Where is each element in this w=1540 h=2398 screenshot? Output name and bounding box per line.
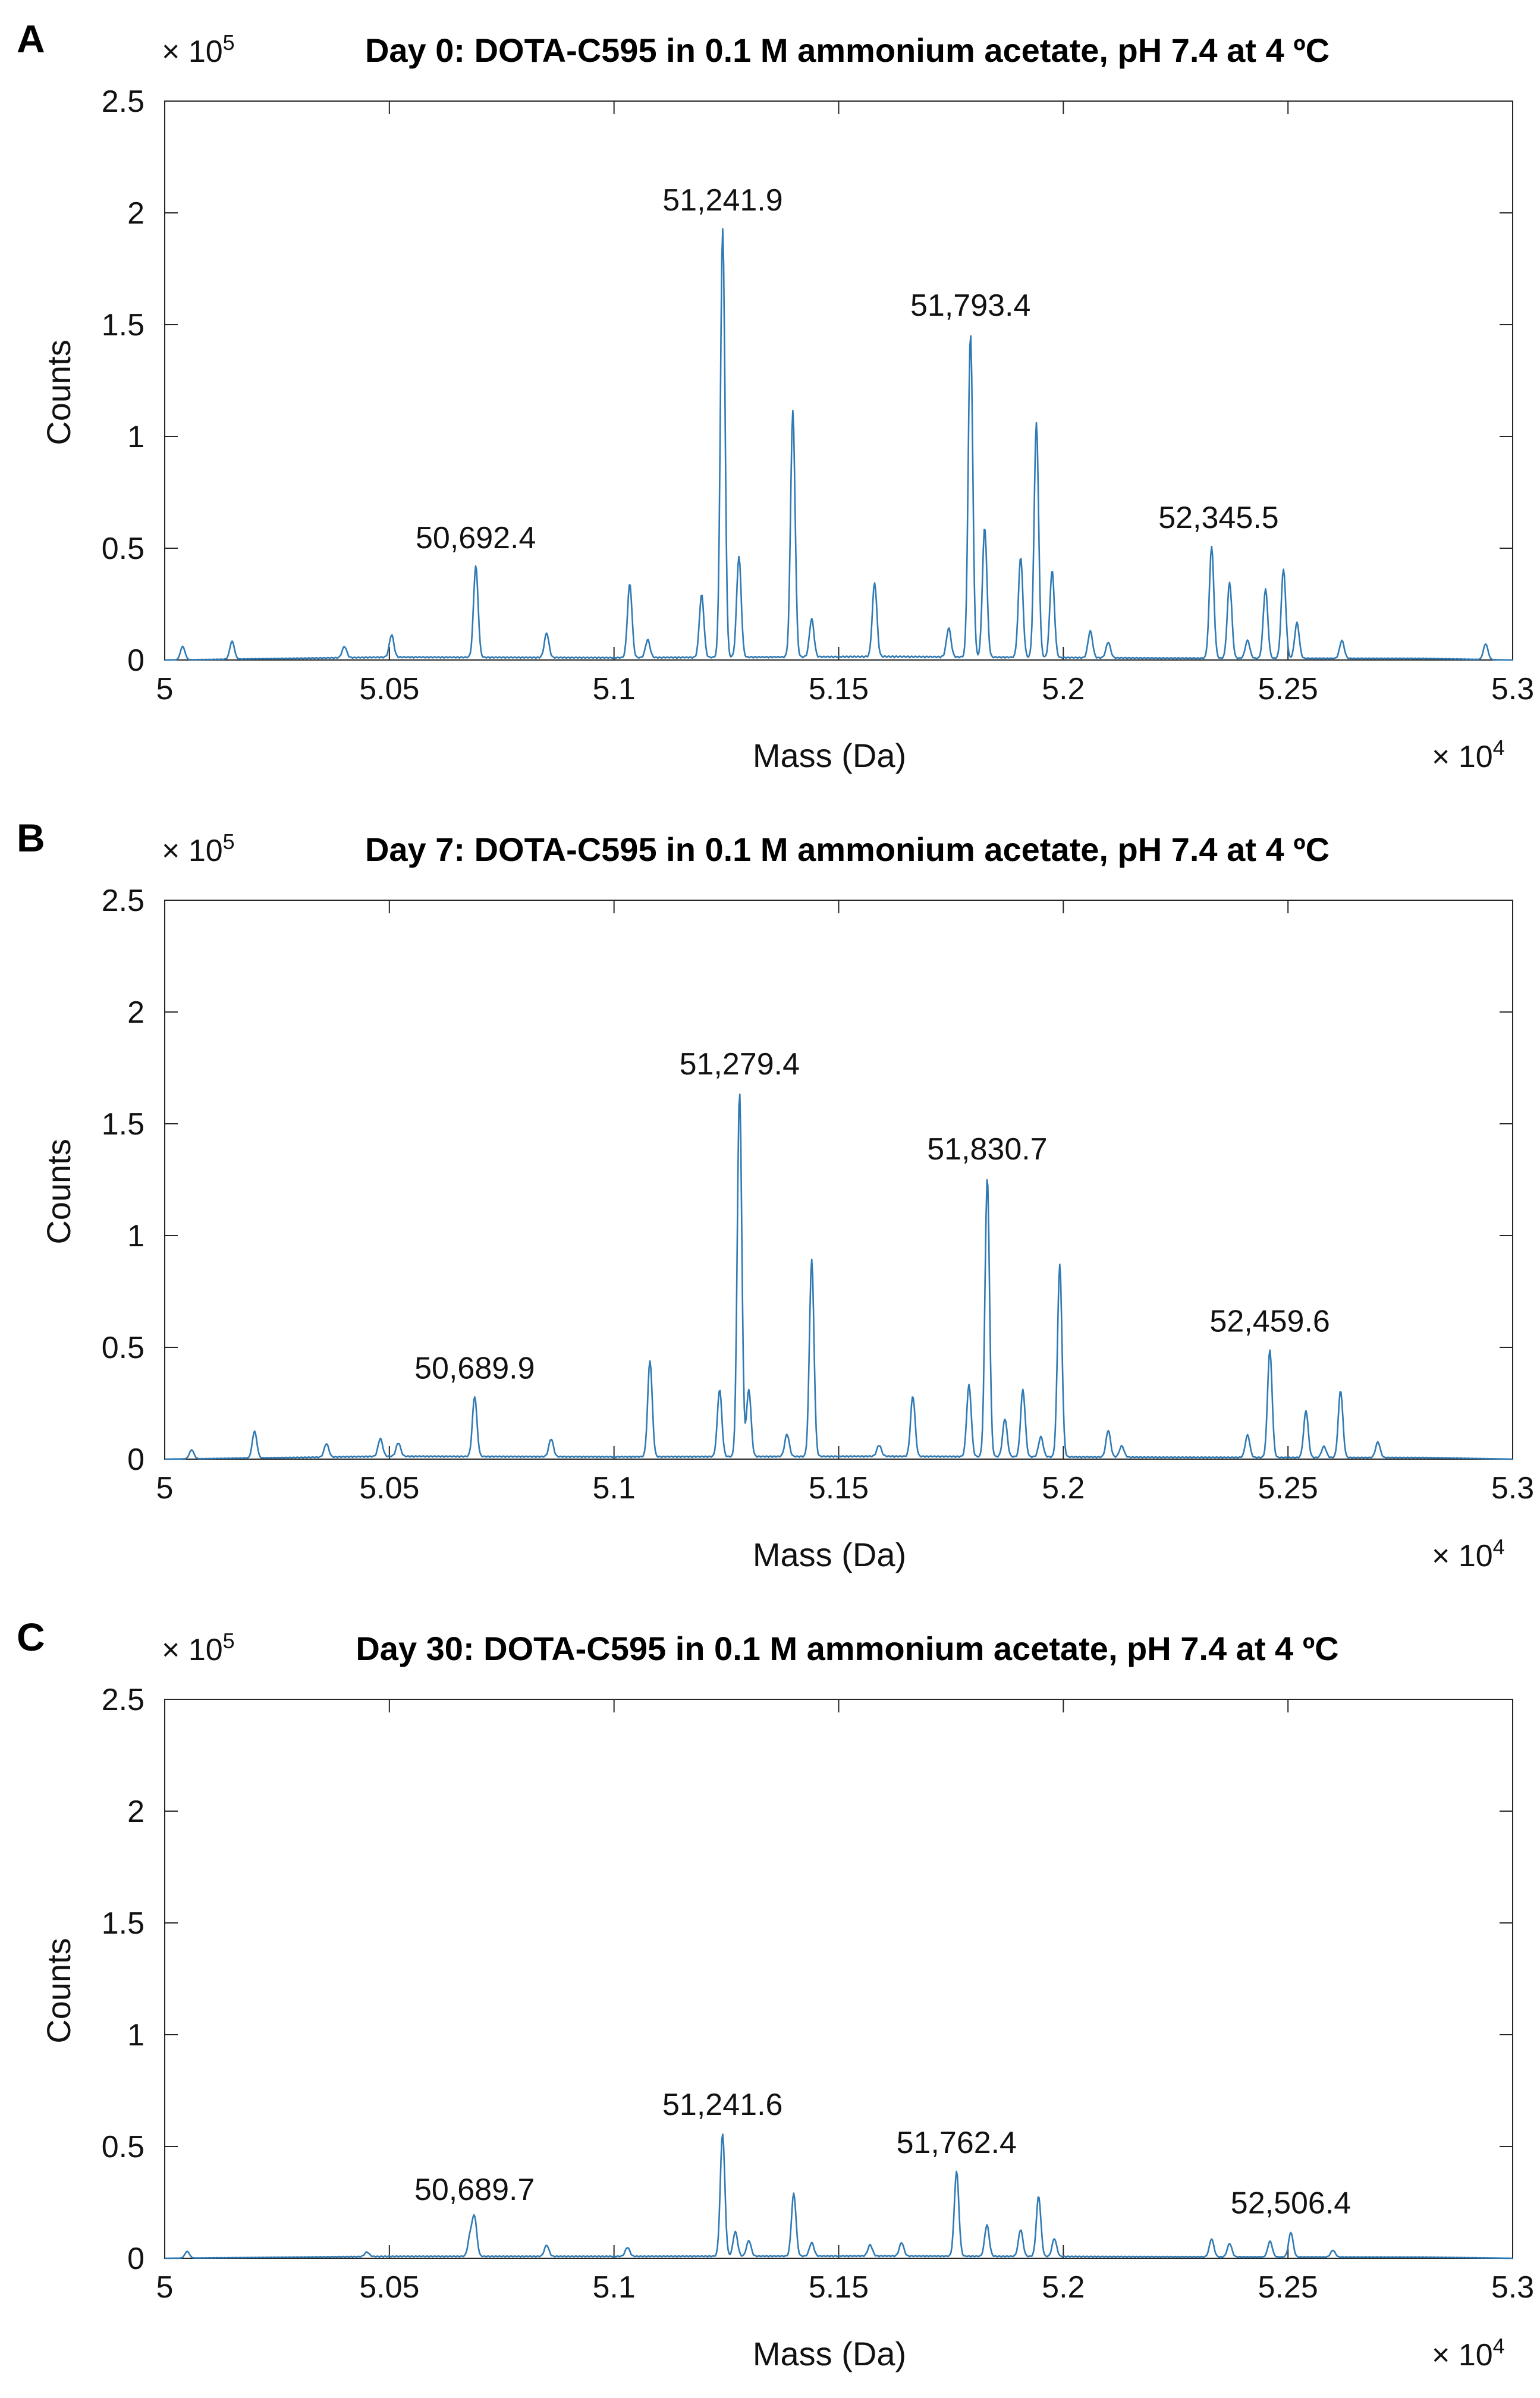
spectrum-line xyxy=(165,2133,1513,2259)
x-tick-label: 5.25 xyxy=(1258,672,1318,706)
x-tick-label: 5.3 xyxy=(1491,1471,1534,1506)
peak-label: 52,459.6 xyxy=(1209,1305,1330,1339)
peak-label: 50,692.4 xyxy=(416,521,536,555)
peak-label: 51,830.7 xyxy=(927,1132,1047,1167)
y-multiplier: × 105 xyxy=(162,1629,235,1667)
peak-label: 50,689.7 xyxy=(414,2173,535,2207)
y-tick-label: 0 xyxy=(127,2242,144,2276)
peak-label: 50,689.9 xyxy=(414,1351,535,1385)
panel-a: A × 105 Day 0: DOTA-C595 in 0.1 M ammoni… xyxy=(0,0,1540,799)
x-multiplier: × 104 xyxy=(1432,736,1505,774)
y-tick-label: 2.5 xyxy=(102,884,144,918)
plot-area: 5 5.05 5.1 5.15 5.2 5.25 5.3 0 0.5 1 1.5 2 2.5 50,689… xyxy=(102,884,1534,1506)
x-tick-label: 5.25 xyxy=(1258,2270,1318,2305)
x-tick-label: 5.1 xyxy=(593,1471,636,1506)
x-tick-label: 5.1 xyxy=(593,672,636,706)
peak-label: 51,241.9 xyxy=(662,183,782,218)
x-tick-label: 5.1 xyxy=(593,2270,636,2305)
y-tick-label: 1 xyxy=(127,1219,144,1253)
y-tick-label: 2 xyxy=(127,1794,144,1829)
x-tick-label: 5 xyxy=(156,2270,174,2305)
spectrum-line xyxy=(165,228,1513,661)
spectrum-chart-a: A × 105 Day 0: DOTA-C595 in 0.1 M ammoni… xyxy=(17,17,1534,774)
y-multiplier: × 105 xyxy=(162,829,235,868)
peak-label: 52,506.4 xyxy=(1231,2186,1351,2221)
y-axis-label: Counts xyxy=(40,340,77,445)
panel-c: C × 105 Day 30: DOTA-C595 in 0.1 M ammon… xyxy=(0,1598,1540,2397)
panel-letter: A xyxy=(17,17,45,61)
spectrum-chart-c: C × 105 Day 30: DOTA-C595 in 0.1 M ammon… xyxy=(17,1615,1534,2372)
plot-frame xyxy=(164,100,1513,661)
peak-label: 51,241.6 xyxy=(662,2088,782,2122)
x-tick-label: 5.2 xyxy=(1042,672,1085,706)
plot-frame xyxy=(164,1699,1513,2259)
chart-title: Day 0: DOTA-C595 in 0.1 M ammonium aceta… xyxy=(365,32,1330,69)
y-tick-label: 1.5 xyxy=(102,1906,144,1941)
plot-frame xyxy=(164,900,1513,1460)
panel-letter: B xyxy=(17,816,45,860)
x-tick-label: 5 xyxy=(156,1471,174,1506)
y-tick-label: 1 xyxy=(127,2018,144,2053)
y-tick-label: 2.5 xyxy=(102,84,144,119)
x-tick-label: 5 xyxy=(156,672,174,706)
x-axis-label: Mass (Da) xyxy=(753,2335,906,2372)
y-tick-label: 1 xyxy=(127,420,144,454)
x-tick-label: 5.2 xyxy=(1042,1471,1085,1506)
y-tick-label: 1.5 xyxy=(102,308,144,342)
x-tick-label: 5.05 xyxy=(359,1471,419,1506)
y-tick-label: 0 xyxy=(127,643,144,678)
y-multiplier: × 105 xyxy=(162,30,235,69)
plot-area: 5 5.05 5.1 5.15 5.2 5.25 5.3 0 0.5 1 1.5 2 2.5 50,692… xyxy=(102,84,1534,706)
x-tick-label: 5.3 xyxy=(1491,672,1534,706)
peak-label: 51,279.4 xyxy=(680,1047,800,1082)
x-tick-label: 5.2 xyxy=(1042,2270,1085,2305)
x-tick-label: 5.05 xyxy=(359,672,419,706)
x-multiplier: × 104 xyxy=(1432,1535,1505,1573)
panel-letter: C xyxy=(17,1615,45,1659)
y-tick-label: 2.5 xyxy=(102,1683,144,1717)
panel-b: B × 105 Day 7: DOTA-C595 in 0.1 M ammoni… xyxy=(0,799,1540,1598)
x-tick-label: 5.15 xyxy=(809,2270,869,2305)
chart-title: Day 7: DOTA-C595 in 0.1 M ammonium aceta… xyxy=(365,831,1330,868)
y-tick-label: 2 xyxy=(127,196,144,231)
peak-label: 52,345.5 xyxy=(1158,501,1278,535)
y-tick-label: 0.5 xyxy=(102,1331,144,1365)
y-tick-label: 0 xyxy=(127,1442,144,1477)
x-tick-label: 5.05 xyxy=(359,2270,419,2305)
spectrum-line xyxy=(165,1093,1513,1460)
peak-label: 51,793.4 xyxy=(910,288,1030,323)
y-tick-label: 0.5 xyxy=(102,2130,144,2164)
y-tick-label: 2 xyxy=(127,995,144,1030)
y-tick-label: 0.5 xyxy=(102,532,144,566)
x-axis-label: Mass (Da) xyxy=(753,1536,906,1573)
x-tick-label: 5.15 xyxy=(809,672,869,706)
x-tick-label: 5.15 xyxy=(809,1471,869,1506)
x-tick-label: 5.25 xyxy=(1258,1471,1318,1506)
spectrum-chart-b: B × 105 Day 7: DOTA-C595 in 0.1 M ammoni… xyxy=(17,816,1534,1573)
y-axis-label: Counts xyxy=(40,1938,77,2043)
y-tick-label: 1.5 xyxy=(102,1107,144,1142)
x-tick-label: 5.3 xyxy=(1491,2270,1534,2305)
y-axis-label: Counts xyxy=(40,1139,77,1244)
x-multiplier: × 104 xyxy=(1432,2334,1505,2372)
plot-area: 5 5.05 5.1 5.15 5.2 5.25 5.3 0 0.5 1 1.5 2 2.5 50,689… xyxy=(102,1683,1534,2305)
chart-title: Day 30: DOTA-C595 in 0.1 M ammonium acet… xyxy=(356,1630,1338,1667)
peak-label: 51,762.4 xyxy=(897,2126,1017,2160)
x-axis-label: Mass (Da) xyxy=(753,737,906,774)
